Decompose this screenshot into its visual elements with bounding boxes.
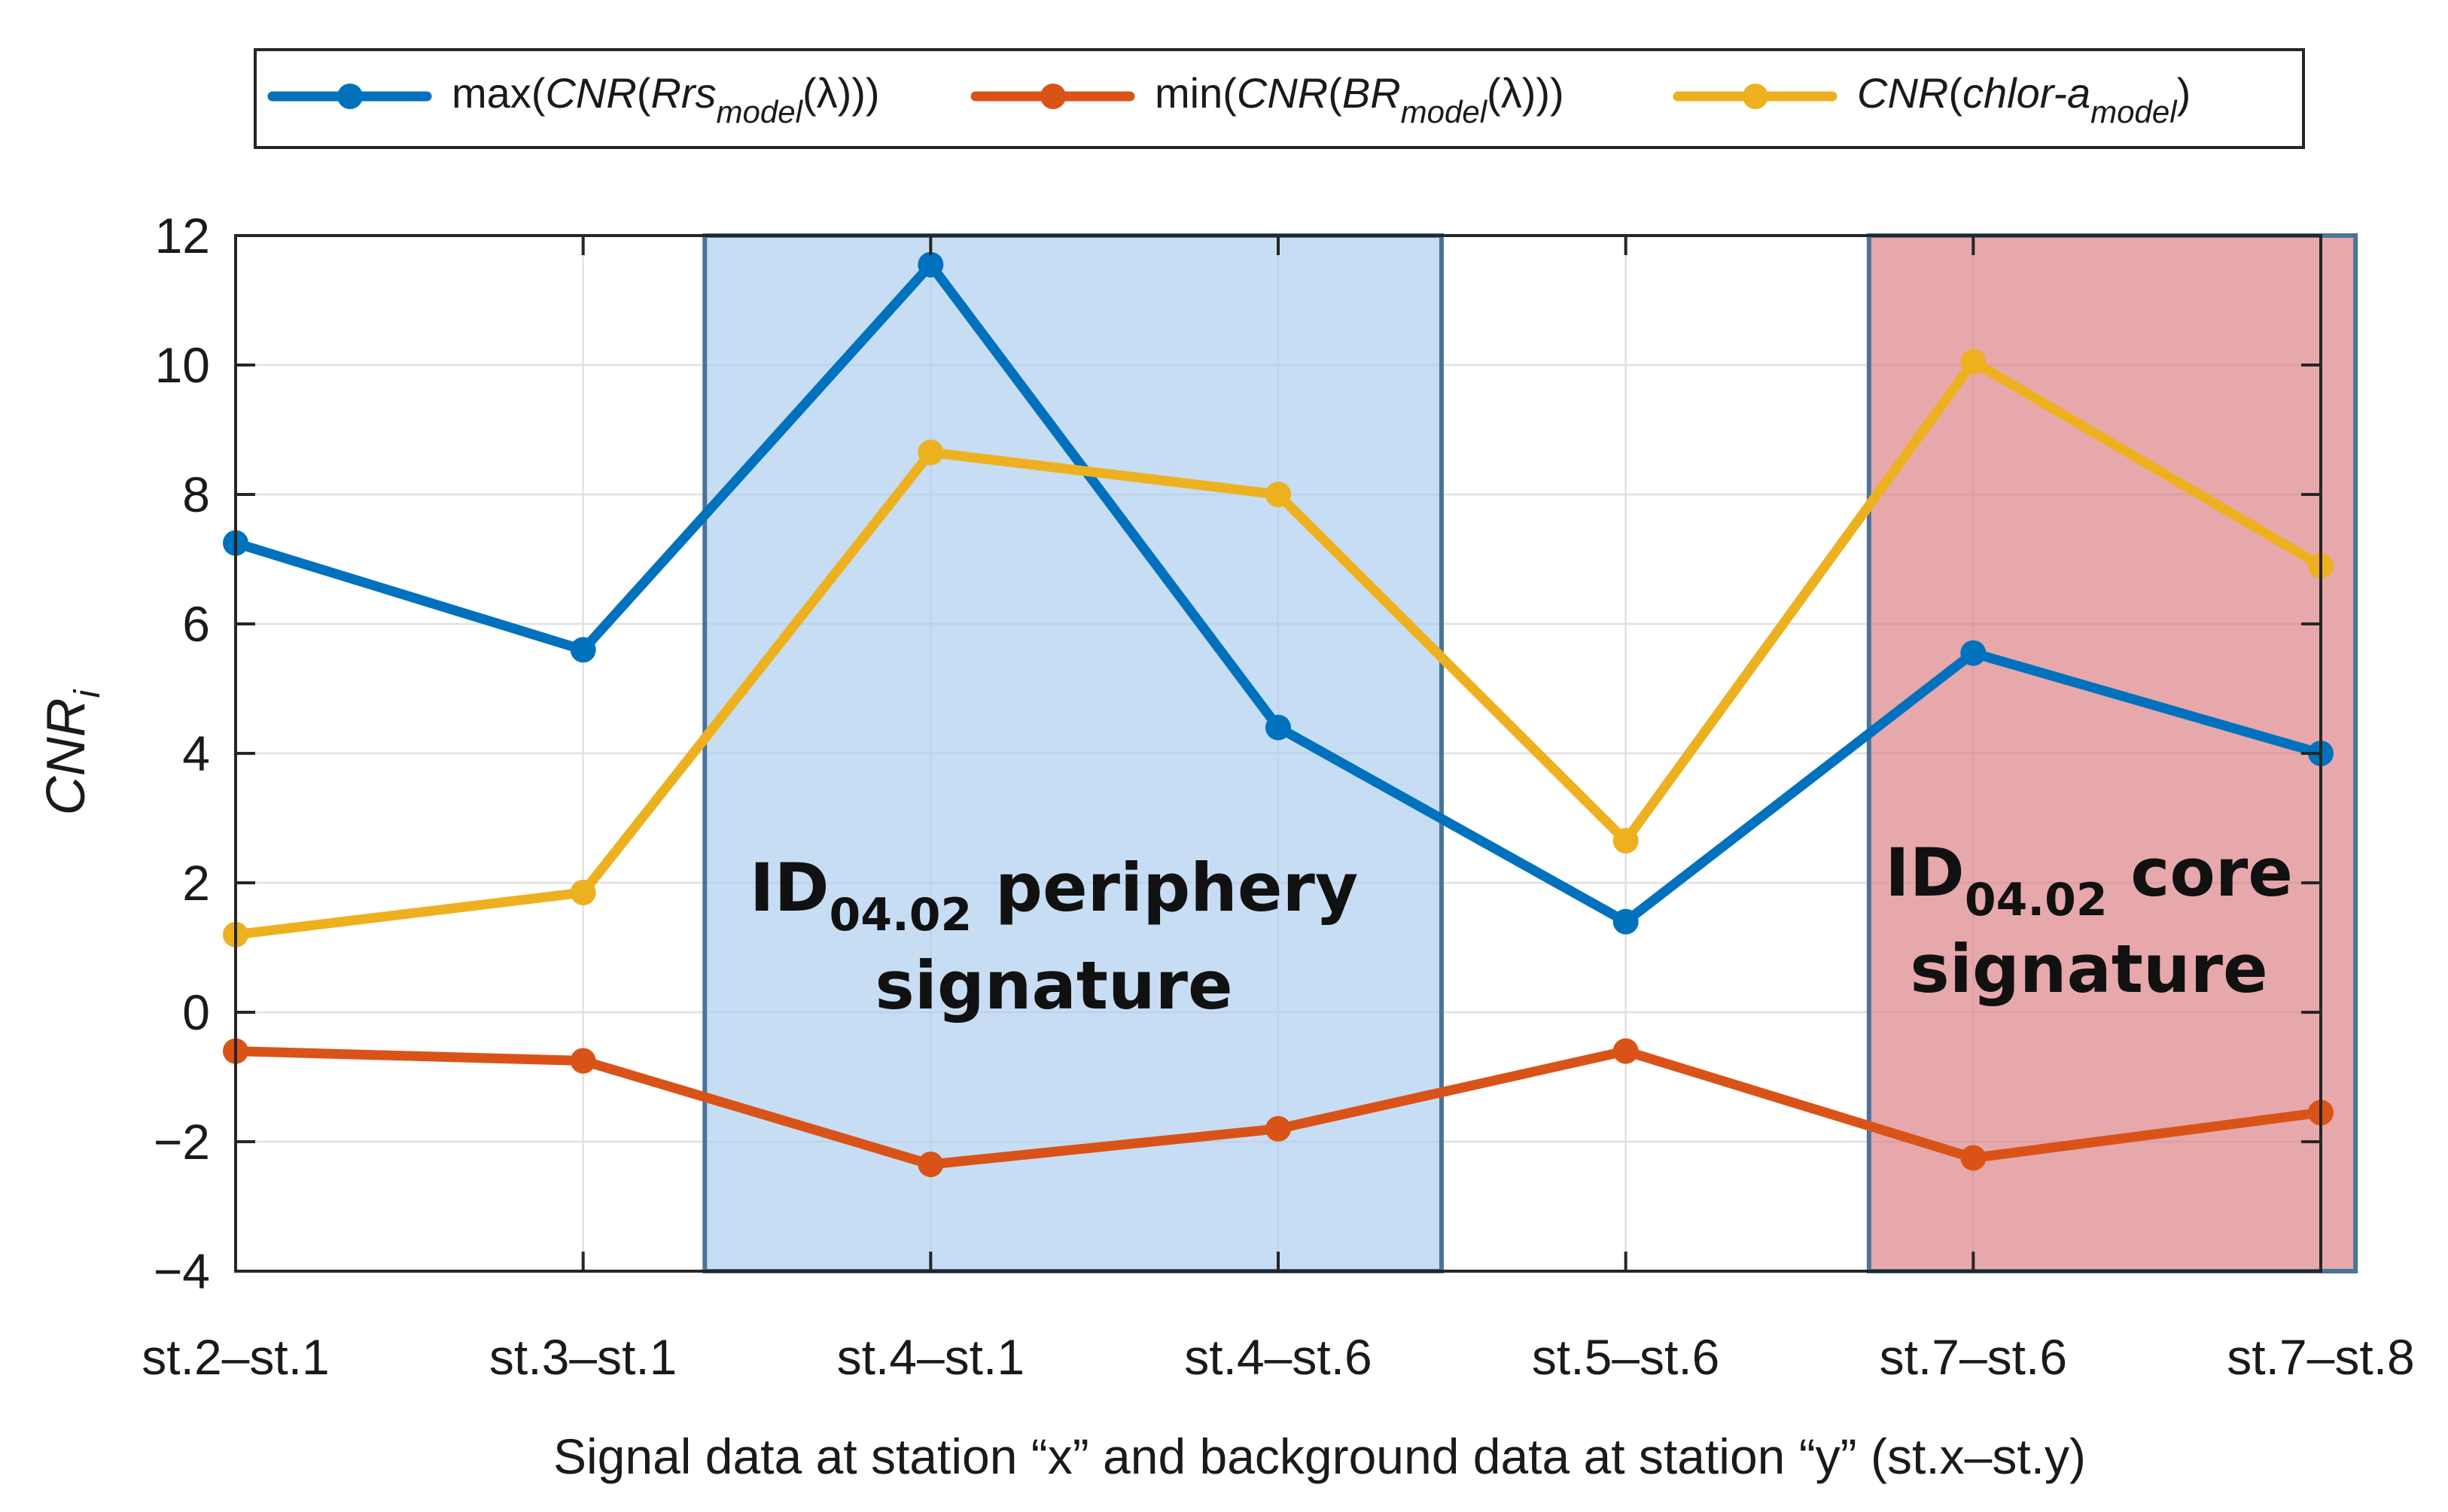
x-tick-label-5: st.7–st.6 [1880, 1329, 2067, 1385]
axis-labels: −4 −2 0 2 4 6 8 10 12 st.2–st.1 st.3–st.1 st.4–st.1… [36, 208, 2415, 1484]
data-point-2-3 [1265, 482, 1291, 507]
axes [234, 234, 2322, 1273]
y-tick-label-3: 2 [182, 855, 210, 911]
y-tick-label-8: 12 [155, 208, 210, 263]
legend-swatch-marker-1 [1040, 84, 1066, 109]
data-point-2-1 [570, 879, 596, 905]
region-label-line2-0: signature [875, 947, 1232, 1024]
data-point-0-1 [570, 637, 596, 663]
y-tick-label-0: −4 [154, 1243, 210, 1299]
data-point-1-3 [1265, 1115, 1291, 1142]
data-point-0-5 [1960, 640, 1987, 666]
y-tick-label-6: 8 [182, 467, 210, 522]
legend-entry-1: min(CNR(BRmodel(λ))) [1155, 69, 1564, 129]
data-point-2-5 [1960, 348, 1987, 375]
data-point-1-5 [1960, 1145, 1987, 1171]
x-tick-label-1: st.3–st.1 [489, 1329, 677, 1385]
legend-entry-0: max(CNR(Rrsmodel(λ))) [452, 69, 880, 129]
y-tick-label-1: −2 [154, 1114, 210, 1170]
x-axis-title: Signal data at station “x” and backgroun… [553, 1428, 2086, 1484]
highlight-regions [702, 233, 2358, 1273]
y-axis-title: CNRi [36, 689, 108, 815]
data-point-0-3 [1265, 714, 1291, 741]
region-label-line1-1: ID04.02 core [1885, 834, 2293, 926]
x-tick-label-0: st.2–st.1 [142, 1329, 329, 1385]
legend-entry-2: CNR(chlor-amodel) [1857, 69, 2191, 129]
legend-swatch-marker-2 [1743, 84, 1768, 109]
highlight-region-1 [1866, 233, 2358, 1273]
data-point-0-2 [918, 251, 944, 278]
x-tick-label-3: st.4–st.6 [1184, 1329, 1372, 1385]
data-point-1-1 [570, 1048, 596, 1074]
region-label-line1-0: ID04.02 periphery [750, 849, 1359, 942]
data-point-1-4 [1612, 1038, 1639, 1064]
legend-box [254, 48, 2305, 149]
region-label-line2-1: signature [1910, 930, 2267, 1008]
legend: max(CNR(Rrsmodel(λ))) min(CNR(BRmodel(λ))… [254, 48, 2305, 149]
y-tick-label-2: 0 [182, 984, 210, 1040]
data-point-2-4 [1612, 828, 1639, 854]
x-tick-label-4: st.5–st.6 [1532, 1329, 1719, 1385]
y-tick-label-7: 10 [155, 337, 210, 393]
x-tick-label-2: st.4–st.1 [837, 1329, 1025, 1385]
data-point-1-2 [918, 1151, 944, 1178]
x-tick-label-6: st.7–st.8 [2227, 1329, 2414, 1385]
data-point-2-2 [918, 440, 944, 466]
legend-swatch-marker-0 [337, 84, 363, 109]
y-tick-label-5: 6 [182, 596, 210, 652]
data-point-0-4 [1612, 908, 1639, 935]
y-tick-label-4: 4 [182, 726, 210, 781]
